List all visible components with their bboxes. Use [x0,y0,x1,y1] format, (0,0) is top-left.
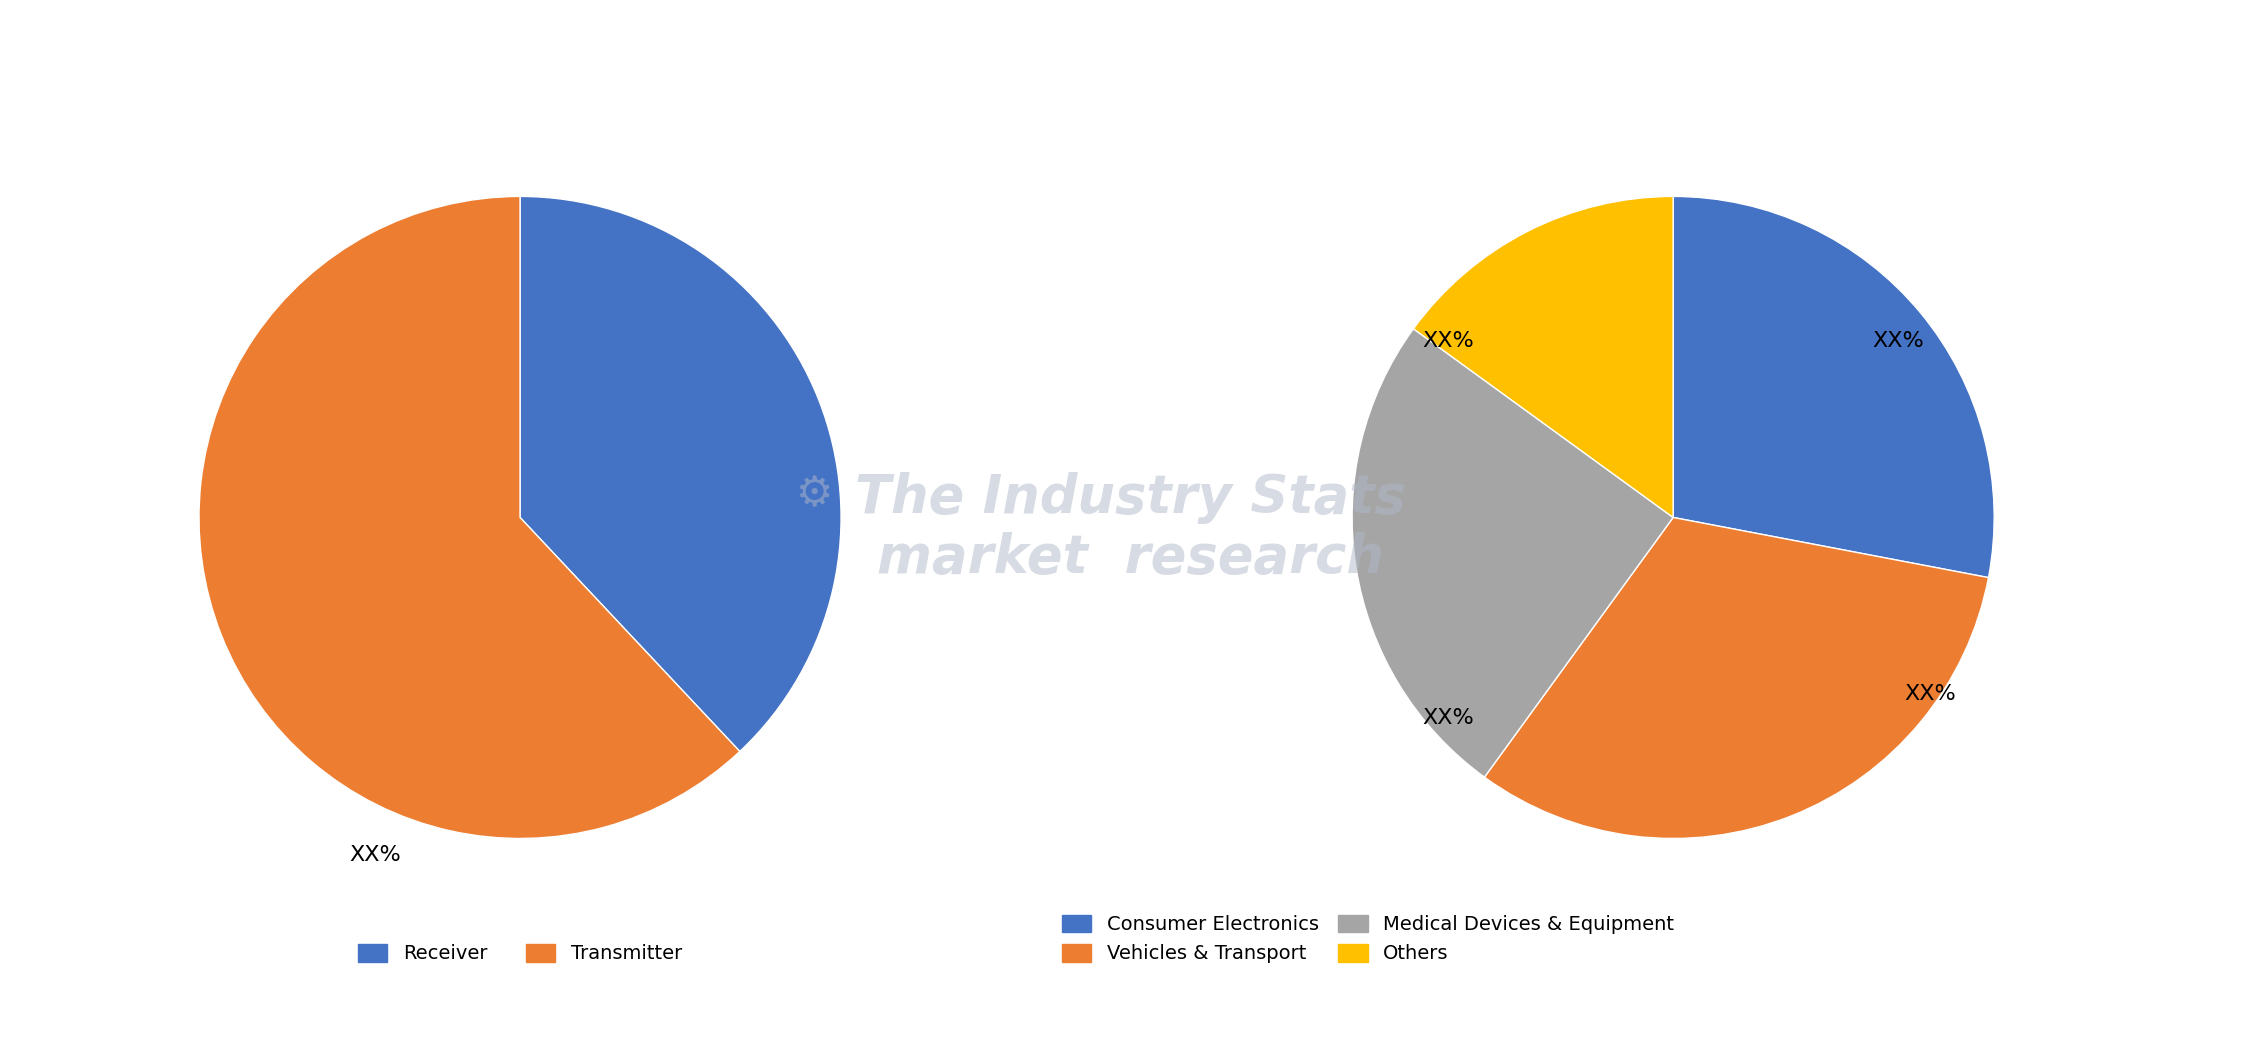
Wedge shape [1352,328,1673,777]
Text: XX%: XX% [1872,331,1924,351]
Text: Website: www.theindustrystats.com: Website: www.theindustrystats.com [1865,1012,2234,1030]
Wedge shape [520,196,841,752]
Legend: Consumer Electronics, Vehicles & Transport, Medical Devices & Equipment, Others: Consumer Electronics, Vehicles & Transpo… [1054,905,1684,974]
Wedge shape [199,196,739,838]
Text: XX%: XX% [1904,684,1956,704]
Legend: Receiver, Transmitter: Receiver, Transmitter [348,935,692,974]
Text: The Industry Stats
market  research: The Industry Stats market research [855,472,1406,584]
Text: Fig. Global Wireless Charging Market Share by Product Types & Application: Fig. Global Wireless Charging Market Sha… [27,41,1065,70]
Text: XX%: XX% [1422,709,1474,728]
Text: Source: Theindustrystats Analysis: Source: Theindustrystats Analysis [27,1012,373,1030]
Wedge shape [1485,517,1987,838]
Text: XX%: XX% [350,845,402,865]
Text: Email: sales@theindustrystats.com: Email: sales@theindustrystats.com [952,1012,1309,1030]
Wedge shape [1673,196,1994,578]
Text: ⚙: ⚙ [796,473,832,515]
Text: XX%: XX% [1422,331,1474,351]
Wedge shape [1413,196,1673,517]
